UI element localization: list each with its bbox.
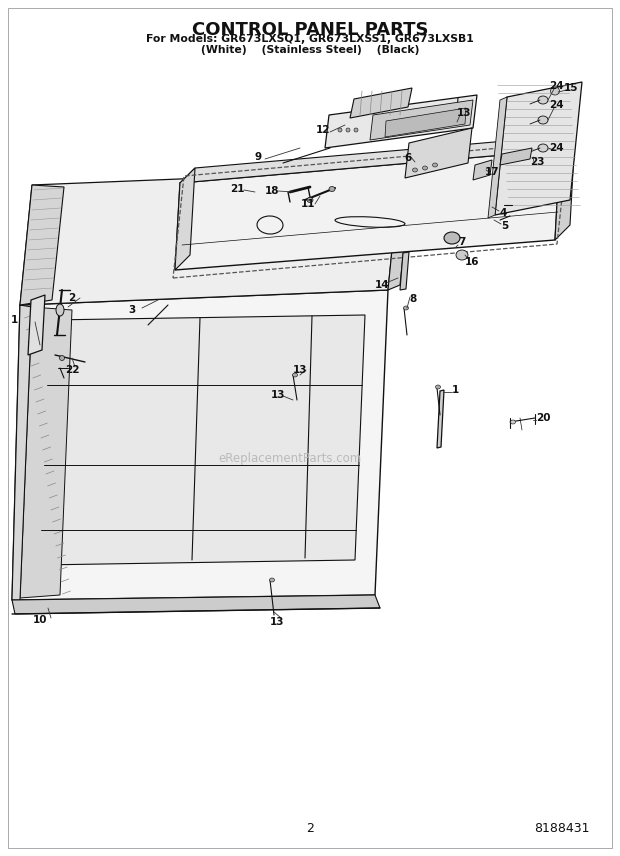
Text: 16: 16 (465, 257, 479, 267)
Text: 21: 21 (230, 184, 244, 194)
Polygon shape (385, 108, 466, 137)
Ellipse shape (60, 355, 64, 360)
Text: 2: 2 (68, 293, 76, 303)
Text: 20: 20 (536, 413, 551, 423)
Ellipse shape (56, 304, 64, 316)
Ellipse shape (444, 232, 460, 244)
Text: 13: 13 (270, 617, 284, 627)
Text: 3: 3 (128, 305, 136, 315)
Polygon shape (555, 135, 575, 240)
Polygon shape (405, 128, 472, 178)
Text: 15: 15 (564, 83, 578, 93)
Text: 10: 10 (33, 615, 47, 625)
Ellipse shape (538, 144, 548, 152)
Text: 8188431: 8188431 (534, 822, 590, 835)
Polygon shape (12, 290, 388, 600)
Polygon shape (12, 595, 380, 614)
Ellipse shape (338, 128, 342, 132)
Text: 4: 4 (499, 208, 507, 218)
Ellipse shape (412, 168, 417, 172)
Ellipse shape (454, 118, 459, 122)
Text: 9: 9 (254, 152, 262, 162)
Polygon shape (500, 148, 532, 165)
Polygon shape (325, 95, 477, 148)
Text: 14: 14 (374, 280, 389, 290)
Text: 6: 6 (404, 153, 412, 163)
Ellipse shape (435, 385, 440, 389)
Text: 1: 1 (11, 315, 17, 325)
Ellipse shape (422, 166, 428, 170)
Text: 8: 8 (409, 294, 417, 304)
Text: 18: 18 (265, 186, 279, 196)
Text: 11: 11 (301, 199, 315, 209)
Polygon shape (20, 170, 400, 305)
Text: 23: 23 (529, 157, 544, 167)
Text: 22: 22 (64, 365, 79, 375)
Text: 7: 7 (458, 237, 466, 247)
Ellipse shape (404, 306, 409, 310)
Polygon shape (488, 97, 507, 218)
Ellipse shape (346, 128, 350, 132)
Text: 12: 12 (316, 125, 330, 135)
Polygon shape (388, 168, 412, 290)
Text: CONTROL PANEL PARTS: CONTROL PANEL PARTS (192, 21, 428, 39)
Polygon shape (495, 82, 582, 215)
Polygon shape (180, 135, 575, 183)
Polygon shape (20, 307, 72, 598)
Text: 5: 5 (502, 221, 508, 231)
Ellipse shape (538, 116, 548, 124)
Text: 24: 24 (549, 81, 564, 91)
Ellipse shape (270, 578, 275, 582)
Text: 2: 2 (306, 822, 314, 835)
Polygon shape (350, 88, 412, 118)
Text: 1: 1 (451, 385, 459, 395)
Ellipse shape (293, 373, 298, 377)
Polygon shape (12, 305, 32, 600)
Polygon shape (175, 168, 195, 270)
Text: 13: 13 (293, 365, 308, 375)
Polygon shape (175, 150, 560, 270)
Text: 24: 24 (549, 143, 564, 153)
Polygon shape (473, 160, 492, 180)
Ellipse shape (307, 198, 313, 203)
Polygon shape (437, 390, 444, 448)
Text: eReplacementParts.com: eReplacementParts.com (218, 451, 361, 465)
Ellipse shape (551, 87, 559, 95)
Text: For Models: GR673LXSQ1, GR673LXSS1, GR673LXSB1: For Models: GR673LXSQ1, GR673LXSS1, GR67… (146, 34, 474, 44)
Ellipse shape (433, 163, 438, 167)
Text: 24: 24 (549, 100, 564, 110)
Text: 13: 13 (457, 108, 471, 118)
Ellipse shape (456, 250, 468, 260)
Text: 13: 13 (271, 390, 285, 400)
Text: 17: 17 (485, 167, 499, 177)
Polygon shape (40, 315, 365, 565)
Polygon shape (400, 252, 409, 290)
Ellipse shape (510, 420, 515, 424)
Polygon shape (370, 100, 473, 140)
Ellipse shape (538, 96, 548, 104)
Ellipse shape (329, 187, 335, 192)
Text: (White)    (Stainless Steel)    (Black): (White) (Stainless Steel) (Black) (201, 45, 419, 55)
Polygon shape (28, 295, 45, 355)
Ellipse shape (354, 128, 358, 132)
Polygon shape (20, 185, 64, 305)
